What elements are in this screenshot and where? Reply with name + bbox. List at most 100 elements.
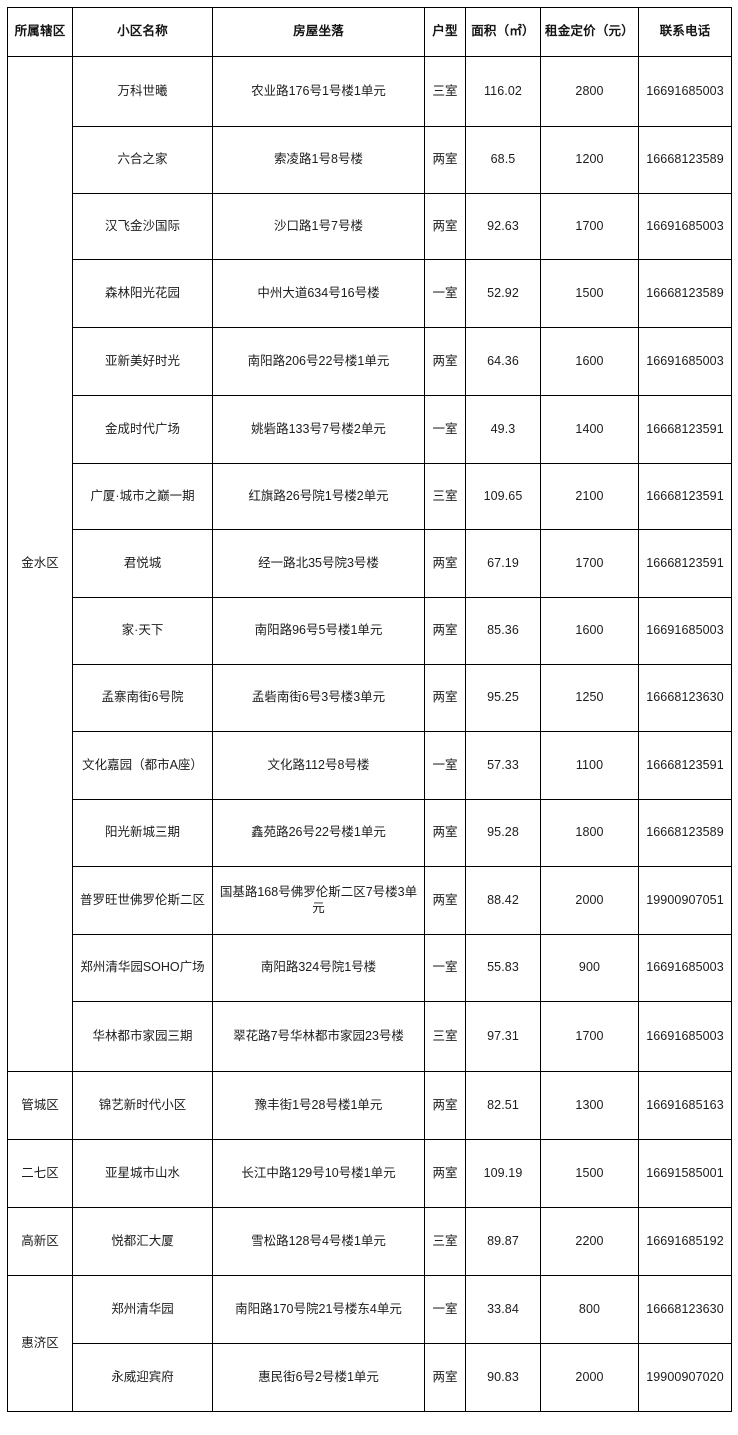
cell-community: 君悦城	[72, 529, 213, 598]
cell-community: 广厦·城市之巅一期	[72, 463, 213, 530]
table-row: 郑州清华园SOHO广场 南阳路324号院1号楼 一室 55.83 900 16691685…	[8, 934, 732, 1002]
cell-community: 悦都汇大厦	[72, 1207, 213, 1276]
cell-phone: 16691685003	[638, 597, 732, 665]
cell-community: 金成时代广场	[72, 395, 213, 464]
column-header-area: 面积（㎡）	[465, 7, 541, 57]
cell-address: 南阳路170号院21号楼东4单元	[212, 1275, 425, 1344]
cell-rent: 1300	[540, 1071, 639, 1140]
cell-layout: 两室	[424, 1139, 466, 1208]
cell-address: 鑫苑路26号22号楼1单元	[212, 799, 425, 867]
cell-district: 金水区	[7, 56, 73, 1072]
cell-rent: 900	[540, 934, 639, 1002]
cell-area: 68.5	[465, 126, 541, 194]
cell-layout: 三室	[424, 463, 466, 530]
cell-address: 沙口路1号7号楼	[212, 193, 425, 260]
cell-layout: 三室	[424, 1207, 466, 1276]
cell-community: 华林都市家园三期	[72, 1001, 213, 1072]
cell-area: 89.87	[465, 1207, 541, 1276]
cell-address: 文化路112号8号楼	[212, 731, 425, 800]
table-row: 森林阳光花园 中州大道634号16号楼 一室 52.92 1500 16668123589	[8, 259, 732, 328]
table-row: 高新区 悦都汇大厦 雪松路128号4号楼1单元 三室 89.87 2200 16691685…	[7, 1207, 732, 1276]
cell-address: 雪松路128号4号楼1单元	[212, 1207, 425, 1276]
cell-layout: 两室	[424, 193, 466, 260]
cell-address: 中州大道634号16号楼	[212, 259, 425, 328]
table-row: 广厦·城市之巅一期 红旗路26号院1号楼2单元 三室 109.65 2100 166681…	[8, 463, 732, 530]
cell-layout: 两室	[424, 1071, 466, 1140]
cell-address: 国基路168号佛罗伦斯二区7号楼3单元	[212, 866, 425, 935]
column-header-district: 所属辖区	[7, 7, 73, 57]
cell-address: 农业路176号1号楼1单元	[212, 56, 425, 127]
cell-address: 南阳路324号院1号楼	[212, 934, 425, 1002]
cell-rent: 1250	[540, 664, 639, 732]
table-row: 阳光新城三期 鑫苑路26号22号楼1单元 两室 95.28 1800 1666812358…	[8, 799, 732, 867]
table-row: 亚新美好时光 南阳路206号22号楼1单元 两室 64.36 1600 166916850…	[8, 327, 732, 396]
cell-community: 阳光新城三期	[72, 799, 213, 867]
cell-district: 管城区	[7, 1071, 73, 1140]
cell-community: 亚新美好时光	[72, 327, 213, 396]
cell-phone: 16691685003	[638, 193, 732, 260]
cell-rent: 2000	[540, 1343, 639, 1412]
cell-layout: 两室	[424, 327, 466, 396]
cell-community: 亚星城市山水	[72, 1139, 213, 1208]
cell-address: 惠民街6号2号楼1单元	[212, 1343, 425, 1412]
cell-address: 经一路北35号院3号楼	[212, 529, 425, 598]
cell-layout: 两室	[424, 126, 466, 194]
cell-layout: 一室	[424, 259, 466, 328]
cell-area: 52.92	[465, 259, 541, 328]
cell-community: 森林阳光花园	[72, 259, 213, 328]
cell-phone: 16691685003	[638, 327, 732, 396]
housing-listings-table: 所属辖区 小区名称 房屋坐落 户型 面积（㎡） 租金定价（元） 联系电话 金水区…	[7, 7, 732, 1412]
cell-address: 姚砦路133号7号楼2单元	[212, 395, 425, 464]
cell-area: 67.19	[465, 529, 541, 598]
cell-layout: 两室	[424, 597, 466, 665]
cell-community: 家·天下	[72, 597, 213, 665]
cell-address: 豫丰街1号28号楼1单元	[212, 1071, 425, 1140]
cell-community: 普罗旺世佛罗伦斯二区	[72, 866, 213, 935]
cell-area: 95.28	[465, 799, 541, 867]
cell-rent: 1500	[540, 1139, 639, 1208]
cell-phone: 16668123591	[638, 731, 732, 800]
table-row: 二七区 亚星城市山水 长江中路129号10号楼1单元 两室 109.19 1500 1669…	[7, 1139, 732, 1208]
cell-layout: 一室	[424, 731, 466, 800]
cell-community: 锦艺新时代小区	[72, 1071, 213, 1140]
cell-rent: 1700	[540, 193, 639, 260]
cell-community: 六合之家	[72, 126, 213, 194]
column-header-rent: 租金定价（元）	[540, 7, 639, 57]
cell-area: 55.83	[465, 934, 541, 1002]
cell-phone: 16691685163	[638, 1071, 732, 1140]
cell-area: 64.36	[465, 327, 541, 396]
cell-phone: 16691685003	[638, 56, 732, 127]
cell-layout: 两室	[424, 799, 466, 867]
cell-address: 红旗路26号院1号楼2单元	[212, 463, 425, 530]
cell-community: 孟寨南街6号院	[72, 664, 213, 732]
cell-rent: 1600	[540, 597, 639, 665]
cell-area: 49.3	[465, 395, 541, 464]
cell-phone: 16691685003	[638, 1001, 732, 1072]
cell-layout: 一室	[424, 395, 466, 464]
table-header: 所属辖区 小区名称 房屋坐落 户型 面积（㎡） 租金定价（元） 联系电话	[7, 7, 732, 57]
cell-phone: 19900907020	[638, 1343, 732, 1412]
cell-rent: 800	[540, 1275, 639, 1344]
cell-community: 郑州清华园SOHO广场	[72, 934, 213, 1002]
cell-area: 109.19	[465, 1139, 541, 1208]
cell-area: 109.65	[465, 463, 541, 530]
cell-layout: 两室	[424, 1343, 466, 1412]
table-row: 金成时代广场 姚砦路133号7号楼2单元 一室 49.3 1400 16668123591	[8, 395, 732, 464]
table-row: 管城区 锦艺新时代小区 豫丰街1号28号楼1单元 两室 82.51 1300 1669168…	[7, 1071, 732, 1140]
cell-rent: 1100	[540, 731, 639, 800]
cell-rent: 1500	[540, 259, 639, 328]
header-row: 所属辖区 小区名称 房屋坐落 户型 面积（㎡） 租金定价（元） 联系电话	[7, 7, 732, 57]
table-body: 金水区 万科世曦 农业路176号1号楼1单元 三室 116.02 2800 16691685…	[7, 56, 732, 1412]
cell-district: 高新区	[7, 1207, 73, 1276]
cell-rent: 1200	[540, 126, 639, 194]
table-row: 家·天下 南阳路96号5号楼1单元 两室 85.36 1600 16691685003	[8, 597, 732, 665]
cell-community: 万科世曦	[72, 56, 213, 127]
cell-area: 116.02	[465, 56, 541, 127]
table-row: 普罗旺世佛罗伦斯二区 国基路168号佛罗伦斯二区7号楼3单元 两室 88.42 2000…	[8, 866, 732, 935]
cell-area: 85.36	[465, 597, 541, 665]
cell-rent: 1700	[540, 529, 639, 598]
table-row: 文化嘉园（都市A座） 文化路112号8号楼 一室 57.33 1100 166681235…	[8, 731, 732, 800]
cell-district: 二七区	[7, 1139, 73, 1208]
cell-phone: 16668123591	[638, 529, 732, 598]
table-row: 惠济区 郑州清华园 南阳路170号院21号楼东4单元 一室 33.84 800 166681…	[7, 1275, 732, 1412]
